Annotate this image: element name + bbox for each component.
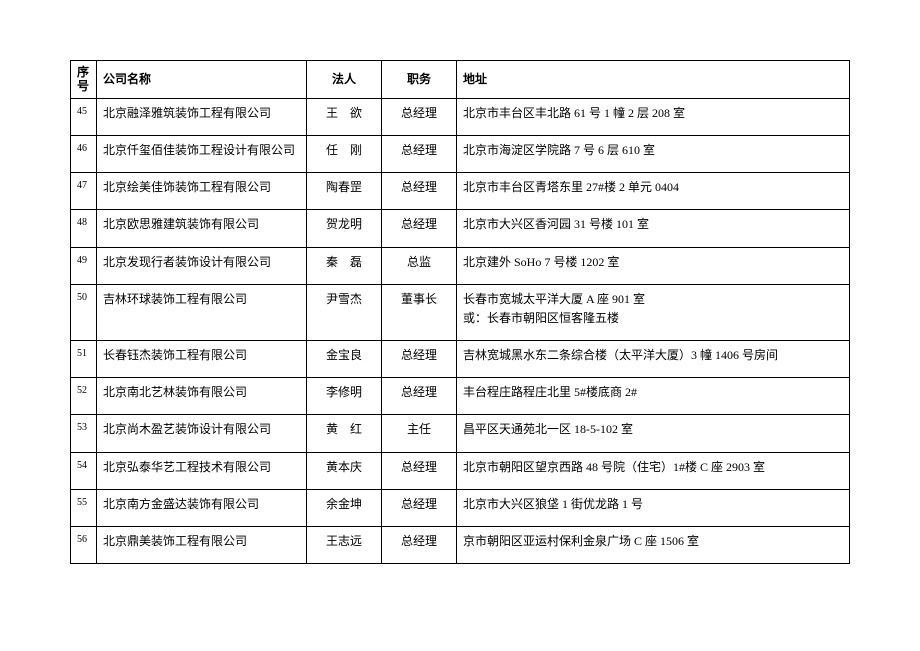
- cell-legal: 黄本庆: [307, 452, 382, 489]
- cell-seq: 49: [71, 247, 97, 284]
- cell-seq: 48: [71, 210, 97, 247]
- cell-position: 总经理: [382, 98, 457, 135]
- cell-address: 北京市大兴区香河园 31 号楼 101 室: [457, 210, 850, 247]
- cell-position: 主任: [382, 415, 457, 452]
- cell-company: 北京仟玺佰佳装饰工程设计有限公司: [97, 135, 307, 172]
- table-row: 48北京欧思雅建筑装饰有限公司贺龙明总经理北京市大兴区香河园 31 号楼 101…: [71, 210, 850, 247]
- header-company: 公司名称: [97, 61, 307, 99]
- cell-seq: 47: [71, 173, 97, 210]
- cell-seq: 51: [71, 341, 97, 378]
- cell-address: 长春市宽城太平洋大厦 A 座 901 室 或：长春市朝阳区恒客隆五楼: [457, 284, 850, 340]
- cell-legal: 黄 红: [307, 415, 382, 452]
- cell-position: 总经理: [382, 135, 457, 172]
- cell-legal: 李修明: [307, 378, 382, 415]
- header-legal: 法人: [307, 61, 382, 99]
- cell-company: 北京鼎美装饰工程有限公司: [97, 527, 307, 564]
- table-body: 45北京融泽雅筑装饰工程有限公司王 欲总经理北京市丰台区丰北路 61 号 1 幢…: [71, 98, 850, 563]
- cell-address: 北京市海淀区学院路 7 号 6 层 610 室: [457, 135, 850, 172]
- cell-legal: 金宝良: [307, 341, 382, 378]
- table-row: 50吉林环球装饰工程有限公司尹雪杰董事长长春市宽城太平洋大厦 A 座 901 室…: [71, 284, 850, 340]
- cell-company: 北京融泽雅筑装饰工程有限公司: [97, 98, 307, 135]
- table-row: 54北京弘泰华艺工程技术有限公司黄本庆总经理北京市朝阳区望京西路 48 号院（住…: [71, 452, 850, 489]
- cell-position: 总经理: [382, 341, 457, 378]
- table-row: 49北京发现行者装饰设计有限公司秦 磊总监北京建外 SoHo 7 号楼 1202…: [71, 247, 850, 284]
- cell-legal: 秦 磊: [307, 247, 382, 284]
- cell-address: 北京市丰台区青塔东里 27#楼 2 单元 0404: [457, 173, 850, 210]
- cell-company: 北京弘泰华艺工程技术有限公司: [97, 452, 307, 489]
- cell-seq: 55: [71, 489, 97, 526]
- cell-seq: 52: [71, 378, 97, 415]
- cell-company: 北京欧思雅建筑装饰有限公司: [97, 210, 307, 247]
- cell-legal: 王 欲: [307, 98, 382, 135]
- cell-company: 北京绘美佳饰装饰工程有限公司: [97, 173, 307, 210]
- cell-seq: 56: [71, 527, 97, 564]
- cell-address: 吉林宽城黑水东二条综合楼（太平洋大厦）3 幢 1406 号房间: [457, 341, 850, 378]
- cell-seq: 45: [71, 98, 97, 135]
- cell-company: 北京南方金盛达装饰有限公司: [97, 489, 307, 526]
- table-row: 51长春钰杰装饰工程有限公司金宝良总经理吉林宽城黑水东二条综合楼（太平洋大厦）3…: [71, 341, 850, 378]
- cell-legal: 陶春罡: [307, 173, 382, 210]
- cell-company: 北京尚木盈艺装饰设计有限公司: [97, 415, 307, 452]
- table-row: 55北京南方金盛达装饰有限公司余金坤总经理北京市大兴区狼垡 1 街优龙路 1 号: [71, 489, 850, 526]
- cell-position: 总经理: [382, 452, 457, 489]
- header-position: 职务: [382, 61, 457, 99]
- cell-address: 北京市朝阳区望京西路 48 号院（住宅）1#楼 C 座 2903 室: [457, 452, 850, 489]
- table-row: 52北京南北艺林装饰有限公司李修明总经理丰台程庄路程庄北里 5#楼底商 2#: [71, 378, 850, 415]
- cell-address: 北京建外 SoHo 7 号楼 1202 室: [457, 247, 850, 284]
- cell-legal: 王志远: [307, 527, 382, 564]
- cell-legal: 任 刚: [307, 135, 382, 172]
- table-row: 45北京融泽雅筑装饰工程有限公司王 欲总经理北京市丰台区丰北路 61 号 1 幢…: [71, 98, 850, 135]
- cell-legal: 余金坤: [307, 489, 382, 526]
- company-table: 序号 公司名称 法人 职务 地址 45北京融泽雅筑装饰工程有限公司王 欲总经理北…: [70, 60, 850, 564]
- table-row: 53北京尚木盈艺装饰设计有限公司黄 红主任昌平区天通苑北一区 18-5-102 …: [71, 415, 850, 452]
- cell-position: 总监: [382, 247, 457, 284]
- cell-seq: 50: [71, 284, 97, 340]
- cell-company: 北京南北艺林装饰有限公司: [97, 378, 307, 415]
- cell-position: 总经理: [382, 210, 457, 247]
- header-address: 地址: [457, 61, 850, 99]
- cell-position: 董事长: [382, 284, 457, 340]
- table-row: 47北京绘美佳饰装饰工程有限公司陶春罡总经理北京市丰台区青塔东里 27#楼 2 …: [71, 173, 850, 210]
- cell-company: 北京发现行者装饰设计有限公司: [97, 247, 307, 284]
- cell-address: 丰台程庄路程庄北里 5#楼底商 2#: [457, 378, 850, 415]
- cell-position: 总经理: [382, 173, 457, 210]
- cell-position: 总经理: [382, 489, 457, 526]
- header-row: 序号 公司名称 法人 职务 地址: [71, 61, 850, 99]
- cell-legal: 贺龙明: [307, 210, 382, 247]
- cell-seq: 53: [71, 415, 97, 452]
- cell-company: 吉林环球装饰工程有限公司: [97, 284, 307, 340]
- cell-address: 昌平区天通苑北一区 18-5-102 室: [457, 415, 850, 452]
- cell-address: 京市朝阳区亚运村保利金泉广场 C 座 1506 室: [457, 527, 850, 564]
- cell-seq: 46: [71, 135, 97, 172]
- cell-address: 北京市大兴区狼垡 1 街优龙路 1 号: [457, 489, 850, 526]
- cell-position: 总经理: [382, 378, 457, 415]
- header-seq: 序号: [71, 61, 97, 99]
- cell-address: 北京市丰台区丰北路 61 号 1 幢 2 层 208 室: [457, 98, 850, 135]
- table-row: 46北京仟玺佰佳装饰工程设计有限公司任 刚总经理北京市海淀区学院路 7 号 6 …: [71, 135, 850, 172]
- cell-position: 总经理: [382, 527, 457, 564]
- cell-legal: 尹雪杰: [307, 284, 382, 340]
- cell-company: 长春钰杰装饰工程有限公司: [97, 341, 307, 378]
- table-row: 56北京鼎美装饰工程有限公司王志远总经理京市朝阳区亚运村保利金泉广场 C 座 1…: [71, 527, 850, 564]
- cell-seq: 54: [71, 452, 97, 489]
